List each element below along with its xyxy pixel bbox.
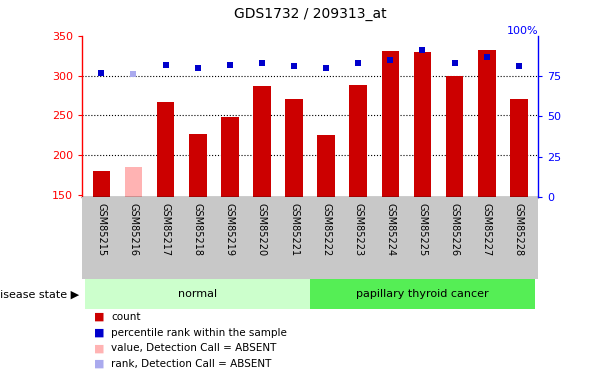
Text: 100%: 100% — [506, 26, 538, 36]
Text: GDS1732 / 209313_at: GDS1732 / 209313_at — [233, 7, 387, 21]
Text: GSM85224: GSM85224 — [385, 204, 395, 257]
Bar — [157, 102, 174, 197]
Text: count: count — [111, 312, 141, 322]
Bar — [317, 135, 335, 197]
Text: ■: ■ — [94, 344, 105, 353]
Bar — [189, 134, 207, 197]
Text: GSM85220: GSM85220 — [257, 204, 267, 257]
Text: GSM85219: GSM85219 — [225, 204, 235, 257]
Text: GSM85221: GSM85221 — [289, 204, 299, 257]
Text: rank, Detection Call = ABSENT: rank, Detection Call = ABSENT — [111, 359, 272, 369]
Text: value, Detection Call = ABSENT: value, Detection Call = ABSENT — [111, 344, 277, 353]
Text: disease state ▶: disease state ▶ — [0, 290, 79, 299]
Text: GSM85225: GSM85225 — [418, 204, 427, 257]
Text: ■: ■ — [94, 359, 105, 369]
Text: papillary thyroid cancer: papillary thyroid cancer — [356, 290, 489, 299]
Bar — [478, 50, 496, 197]
Text: GSM85228: GSM85228 — [514, 204, 524, 257]
Bar — [510, 99, 528, 197]
Text: GSM85218: GSM85218 — [193, 204, 202, 257]
Text: ■: ■ — [94, 328, 105, 338]
Bar — [413, 52, 431, 197]
Text: GSM85223: GSM85223 — [353, 204, 363, 257]
Text: GSM85222: GSM85222 — [321, 204, 331, 257]
Bar — [310, 279, 535, 309]
Bar — [253, 86, 271, 197]
Bar — [382, 51, 399, 197]
Text: normal: normal — [178, 290, 217, 299]
Bar — [85, 279, 310, 309]
Bar — [446, 75, 463, 197]
Text: GSM85217: GSM85217 — [161, 204, 171, 257]
Text: GSM85215: GSM85215 — [96, 204, 106, 257]
Text: percentile rank within the sample: percentile rank within the sample — [111, 328, 287, 338]
Text: GSM85227: GSM85227 — [482, 204, 492, 257]
Bar — [125, 167, 142, 197]
Bar — [285, 99, 303, 197]
Bar — [221, 117, 238, 197]
Bar — [92, 171, 110, 197]
Text: GSM85226: GSM85226 — [449, 204, 460, 257]
Bar — [350, 85, 367, 197]
Text: ■: ■ — [94, 312, 105, 322]
Text: GSM85216: GSM85216 — [128, 204, 139, 257]
